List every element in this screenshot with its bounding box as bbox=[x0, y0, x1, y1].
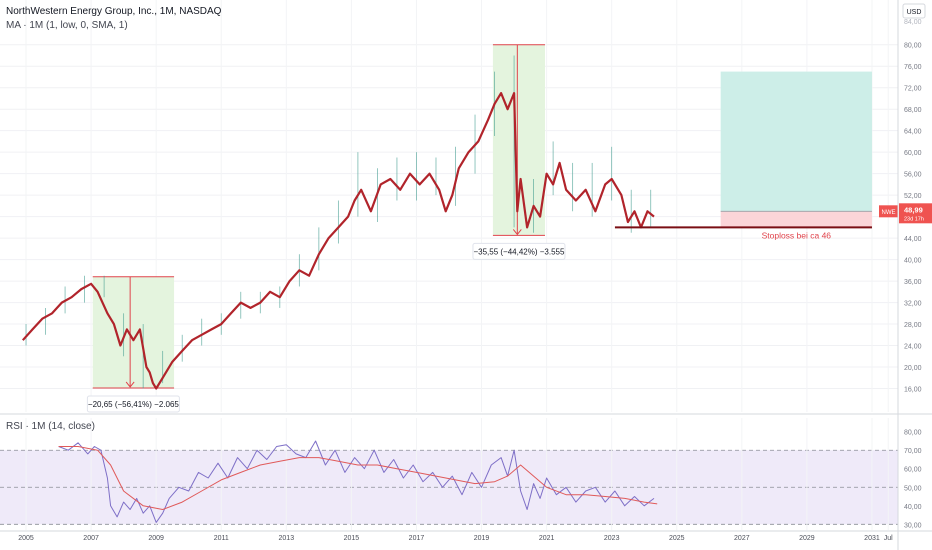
time-tick-label: 2019 bbox=[474, 535, 490, 542]
time-tick-label: 2015 bbox=[344, 535, 360, 542]
price-tick-label: 68,00 bbox=[904, 107, 922, 114]
last-price-badge: NWE 48,99 23d 17h bbox=[879, 203, 932, 224]
rsi-tick-label: 30,00 bbox=[904, 522, 922, 529]
price-tick-label: 28,00 bbox=[904, 322, 922, 329]
rsi-ma-line[interactable] bbox=[58, 446, 658, 510]
measurements: −20,65 (−56,41%) −2.065 −35,55 (−44,42%) … bbox=[86, 44, 566, 413]
ma-series-line[interactable] bbox=[21, 91, 655, 390]
last-price-countdown: 23d 17h bbox=[904, 216, 924, 222]
price-tick-label: 52,00 bbox=[904, 193, 922, 200]
last-price-value: 48,99 bbox=[904, 205, 923, 214]
price-tick-label: 64,00 bbox=[904, 129, 922, 136]
time-tick-label: 2011 bbox=[214, 535, 229, 542]
price-tick-label: 16,00 bbox=[904, 387, 922, 394]
time-tick-label: 2023 bbox=[604, 535, 620, 542]
price-y-axis[interactable]: 16,00 20,00 24,00 28,00 32,00 36,00 40,00 44,00… bbox=[902, 3, 926, 394]
time-x-axis[interactable]: 2005 2007 2009 2011 2013 2015 2017 2019 2021 2023… bbox=[18, 535, 893, 542]
stop-loss-zone[interactable] bbox=[720, 211, 872, 228]
price-tick-label: 72,00 bbox=[904, 86, 922, 93]
measure-label-box-1 bbox=[472, 242, 566, 260]
rsi-tick-label: 60,00 bbox=[904, 467, 922, 474]
measure-arrowhead-0 bbox=[125, 381, 135, 388]
price-tick-label: 80,00 bbox=[904, 43, 922, 50]
rsi-tick-label: 50,00 bbox=[904, 485, 922, 492]
price-tick-label: 20,00 bbox=[904, 365, 922, 372]
measure-box-1[interactable] bbox=[492, 44, 545, 236]
price-tick-label-top: 84,00 bbox=[904, 19, 922, 26]
price-tick-label: 40,00 bbox=[904, 258, 922, 265]
time-tick-label: Jul bbox=[884, 535, 893, 542]
rsi-tick-label: 80,00 bbox=[904, 430, 922, 437]
ticker-badge-label: NWE bbox=[882, 210, 896, 216]
target-zone bbox=[720, 71, 872, 228]
time-tick-label: 2013 bbox=[279, 535, 295, 542]
measure-box-0[interactable] bbox=[92, 276, 175, 388]
time-tick-label: 2005 bbox=[18, 535, 34, 542]
rsi-tick-label: 70,00 bbox=[904, 448, 922, 455]
price-tick-label: 76,00 bbox=[904, 64, 922, 71]
rsi-tick-label: 40,00 bbox=[904, 504, 922, 511]
currency-label: USD bbox=[907, 9, 922, 16]
stoploss-label: Stoploss bei ca 46 bbox=[762, 230, 832, 240]
currency-box[interactable] bbox=[902, 3, 926, 19]
price-bars bbox=[25, 55, 652, 389]
measure-label-1: −35,55 (−44,42%) −3.555 bbox=[473, 247, 565, 256]
price-tick-label: 36,00 bbox=[904, 279, 922, 286]
rsi-panel bbox=[0, 418, 898, 530]
price-tick-label: 56,00 bbox=[904, 172, 922, 179]
price-tick-label: 44,00 bbox=[904, 236, 922, 243]
time-tick-label: 2025 bbox=[669, 535, 685, 542]
price-tick-label: 60,00 bbox=[904, 150, 922, 157]
time-tick-label: 2007 bbox=[83, 535, 99, 542]
stoploss: Stoploss bei ca 46 bbox=[614, 226, 872, 240]
measure-label-box-0 bbox=[86, 395, 180, 413]
measure-label-0: −20,65 (−56,41%) −2.065 bbox=[88, 400, 180, 409]
time-tick-label: 2021 bbox=[539, 535, 555, 542]
time-tick-label: 2017 bbox=[409, 535, 425, 542]
ma-indicator-label[interactable]: MA · 1M (1, low, 0, SMA, 1) bbox=[6, 20, 128, 31]
price-tick-label: 32,00 bbox=[904, 301, 922, 308]
time-tick-label: 2029 bbox=[799, 535, 815, 542]
time-tick-label: 2027 bbox=[734, 535, 750, 542]
time-tick-label: 2009 bbox=[148, 535, 164, 542]
measure-arrowhead-1 bbox=[512, 229, 522, 236]
price-tick-label: 24,00 bbox=[904, 344, 922, 351]
ticker-badge bbox=[879, 205, 898, 218]
rsi-indicator-label[interactable]: RSI · 1M (14, close) bbox=[6, 421, 95, 432]
time-tick-label: 2031 bbox=[864, 535, 880, 542]
target-profit-zone[interactable] bbox=[720, 71, 872, 212]
chart-title: NorthWestern Energy Group, Inc., 1M, NAS… bbox=[6, 6, 222, 17]
ma-line bbox=[21, 91, 655, 390]
rsi-y-axis[interactable]: 30,00 40,00 50,00 60,00 70,00 80,00 bbox=[904, 430, 922, 530]
last-price-box bbox=[899, 203, 932, 224]
